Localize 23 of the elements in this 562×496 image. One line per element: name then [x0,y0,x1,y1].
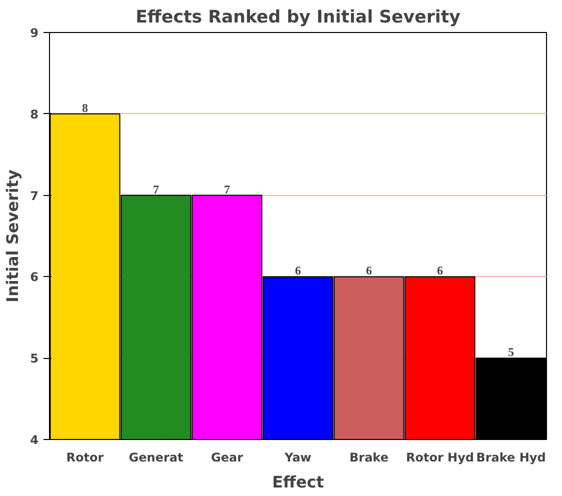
x-tick-label: Gear [211,450,244,464]
x-tick-label: Rotor [66,450,104,464]
y-tick-label: 8 [30,107,39,122]
chart-title: Effects Ranked by Initial Severity [136,8,460,28]
x-tick-label: Rotor Hyd [406,450,474,464]
y-tick-label: 6 [30,270,39,284]
data-label: 6 [366,264,372,278]
data-label: 7 [153,182,159,196]
x-tick-label: Brake Hyd [476,450,546,464]
y-tick-label: 9 [30,26,39,40]
x-tick-label: Yaw [284,450,312,464]
y-tick-label: 4 [30,433,39,447]
data-label: 6 [295,264,301,278]
data-label: 5 [508,345,514,360]
data-label: 6 [437,264,443,278]
y-tick-label: 7 [30,188,39,203]
data-label: 8 [82,100,88,115]
y-axis-title: Initial Severity [3,168,22,302]
y-tick-label: 5 [30,352,39,366]
data-label: 7 [224,182,230,196]
x-axis-title: Effect [272,472,324,492]
x-tick-label: Generat [128,450,184,464]
x-tick-label: Brake [350,450,388,464]
